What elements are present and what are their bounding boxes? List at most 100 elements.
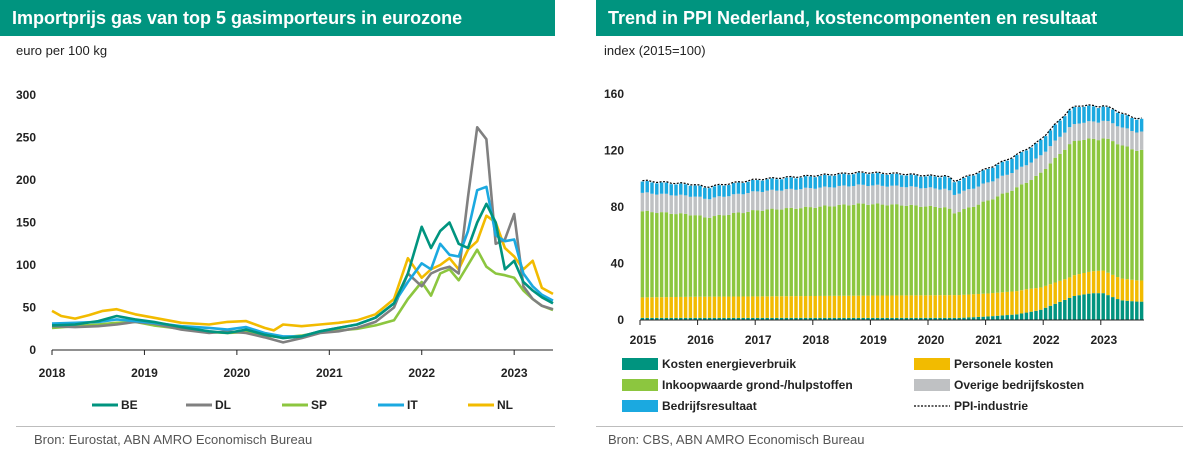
bar-segment-inkoop	[1111, 141, 1115, 275]
bar-segment-inkoop	[928, 205, 933, 296]
bar-segment-overig	[847, 186, 851, 206]
bar-segment-personeel	[895, 295, 899, 318]
bar-segment-inkoop	[933, 206, 937, 296]
bar-segment-inkoop	[895, 204, 899, 296]
bar-segment-resultaat	[1120, 114, 1125, 128]
bar-segment-personeel	[775, 296, 779, 318]
bar-month	[895, 173, 899, 320]
bar-segment-resultaat	[1043, 136, 1048, 152]
bar-segment-energie	[943, 317, 947, 320]
bar-segment-resultaat	[683, 184, 688, 196]
bar-segment-overig	[813, 188, 817, 208]
bar-segment-energie	[1072, 295, 1077, 320]
bar-segment-energie	[880, 317, 885, 320]
bar-segment-inkoop	[1115, 144, 1120, 278]
bar-segment-resultaat	[832, 175, 837, 188]
bar-segment-resultaat	[746, 181, 750, 194]
bar-month	[712, 186, 717, 320]
bar-segment-inkoop	[1091, 138, 1096, 272]
bar-month	[861, 172, 865, 320]
bar-segment-energie	[1019, 313, 1024, 320]
bar-month	[1015, 155, 1019, 320]
legend-label: Overige bedrijfskosten	[954, 378, 1084, 392]
bar-segment-inkoop	[919, 206, 923, 296]
bar-segment-personeel	[1015, 291, 1019, 315]
bar-segment-personeel	[1053, 282, 1057, 304]
bar-segment-overig	[923, 188, 928, 207]
bar-segment-personeel	[1034, 288, 1038, 311]
bar-segment-energie	[962, 317, 966, 320]
legend-swatch	[914, 379, 950, 391]
bar-segment-energie	[679, 317, 683, 320]
bar-month	[952, 182, 957, 320]
bar-segment-inkoop	[943, 207, 947, 296]
bar-segment-inkoop	[784, 208, 789, 297]
bar-segment-energie	[823, 317, 827, 320]
bar-segment-overig	[1125, 128, 1129, 147]
bar-segment-personeel	[943, 295, 947, 318]
bar-segment-energie	[871, 317, 875, 320]
bar-segment-resultaat	[1101, 106, 1105, 121]
bar-segment-inkoop	[890, 204, 894, 296]
bar-segment-resultaat	[1072, 107, 1077, 125]
bar-month	[890, 173, 894, 320]
bar-month	[986, 168, 990, 320]
bar-segment-resultaat	[799, 177, 803, 190]
bar-segment-overig	[741, 194, 745, 214]
bar-segment-overig	[1024, 165, 1029, 183]
bar-segment-resultaat	[751, 180, 755, 192]
bar-month	[1048, 130, 1053, 320]
bar-segment-resultaat	[827, 175, 832, 188]
bar-segment-overig	[976, 186, 981, 205]
y-tick-label: 160	[604, 87, 624, 101]
bar-segment-inkoop	[1058, 153, 1062, 281]
right-chart-panel: Trend in PPI Nederland, kostencomponente…	[596, 0, 1183, 458]
bar-segment-resultaat	[976, 173, 981, 187]
bar-month	[1101, 106, 1105, 320]
bar-month	[1087, 105, 1091, 320]
bar-segment-inkoop	[1019, 184, 1024, 291]
bar-segment-personeel	[957, 295, 961, 318]
bar-segment-overig	[779, 190, 784, 210]
bar-segment-resultaat	[943, 176, 947, 189]
bar-month	[933, 176, 937, 320]
bar-segment-personeel	[861, 295, 865, 318]
left-chart-unit: euro per 100 kg	[16, 43, 108, 58]
bar-segment-inkoop	[799, 208, 803, 297]
bar-segment-energie	[1005, 315, 1009, 320]
bar-segment-overig	[1106, 121, 1110, 139]
bar-segment-energie	[693, 317, 697, 320]
bar-segment-inkoop	[976, 204, 981, 294]
bar-month	[928, 175, 933, 320]
bar-segment-overig	[1058, 136, 1062, 154]
bar-month	[746, 181, 750, 320]
bar-segment-energie	[847, 317, 851, 320]
bar-segment-personeel	[683, 296, 688, 318]
bar-segment-energie	[813, 317, 817, 320]
bar-segment-personeel	[847, 295, 851, 318]
bar-segment-overig	[1029, 162, 1033, 181]
bar-month	[1000, 161, 1005, 320]
bar-segment-personeel	[880, 295, 885, 318]
bar-segment-energie	[995, 315, 1000, 320]
bar-segment-resultaat	[899, 175, 904, 187]
bar-segment-inkoop	[674, 214, 678, 297]
bar-segment-inkoop	[1130, 149, 1134, 280]
bar-segment-resultaat	[890, 173, 894, 186]
bar-segment-inkoop	[991, 199, 995, 294]
bar-segment-inkoop	[717, 214, 721, 297]
bar-segment-energie	[1125, 300, 1129, 320]
bar-segment-personeel	[717, 296, 721, 318]
x-tick-label: 2017	[745, 333, 772, 347]
bar-segment-personeel	[1005, 291, 1009, 316]
bar-segment-energie	[1000, 315, 1005, 320]
bar-segment-inkoop	[923, 206, 928, 296]
bar-segment-resultaat	[818, 175, 822, 188]
bar-segment-energie	[952, 317, 957, 320]
bar-segment-inkoop	[847, 205, 851, 296]
bar-segment-resultaat	[851, 174, 856, 186]
bar-segment-personeel	[1087, 271, 1091, 294]
bar-segment-overig	[1091, 121, 1096, 139]
bar-month	[765, 179, 769, 320]
ppi-industrie-line	[642, 104, 1142, 188]
